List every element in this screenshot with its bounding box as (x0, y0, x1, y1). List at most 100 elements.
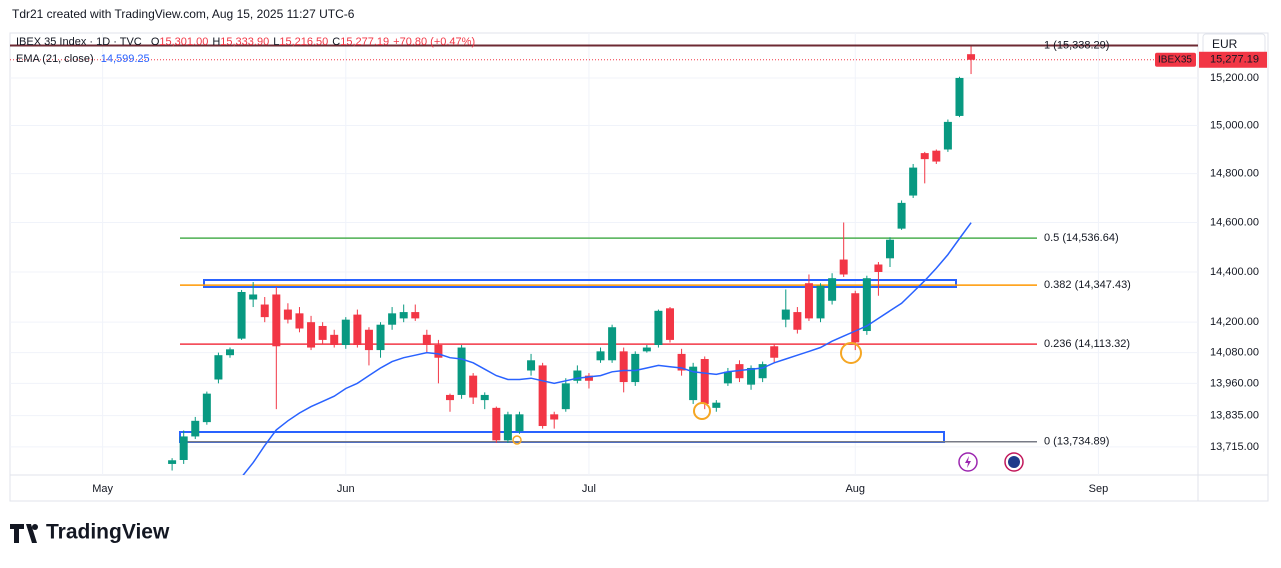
brand-logo (10, 524, 37, 543)
brand: TradingView (10, 521, 170, 544)
candle-body (793, 312, 802, 330)
candle-body (249, 294, 258, 300)
frame (9, 32, 1269, 502)
y-tick-label: 14,400.00 (1210, 266, 1259, 278)
fib-label: 1 (15,338.29) (1044, 39, 1109, 51)
legend-key: L (273, 36, 279, 48)
brand-name: TradingView (46, 521, 170, 544)
candle-body (804, 283, 813, 319)
candle-body (538, 365, 547, 427)
candle-body (886, 239, 894, 259)
legend-line: EMA (21, close) 14,599.25 (16, 53, 150, 65)
candle-body (446, 394, 454, 401)
fib-label: 0.382 (14,347.43) (1044, 279, 1131, 291)
candle-body (851, 293, 860, 343)
candle-body (561, 383, 570, 410)
price-tag-text: 15,277.19 (1210, 54, 1259, 66)
candle-body (226, 349, 234, 356)
range-box (179, 431, 945, 443)
plot (10, 44, 1198, 475)
candle-body (631, 353, 640, 383)
annotations (512, 342, 1024, 472)
candle-body (515, 414, 524, 432)
candle-body (666, 308, 674, 340)
candle-body (376, 324, 385, 351)
candle-body (307, 322, 316, 348)
candle-body (932, 150, 941, 162)
candle-body (272, 294, 281, 347)
candle-body (862, 278, 871, 332)
legend: IBEX 35 Index · 1D · TVC O15,301.00 H15,3… (16, 36, 475, 65)
fib-label: 0.236 (14,113.32) (1044, 338, 1130, 350)
candle-body (411, 312, 420, 319)
candle-body (828, 278, 837, 301)
candle-body (712, 402, 721, 408)
x-tick-label: Sep (1089, 483, 1109, 495)
candle-body (469, 375, 478, 398)
x-tick-label: May (92, 483, 113, 495)
candle-body (202, 393, 211, 423)
ema-line (242, 222, 972, 475)
legend-key: H (212, 36, 220, 48)
legend-line: IBEX 35 Index · 1D · TVC O15,301.00 H15,3… (16, 36, 475, 48)
candle-body (341, 319, 350, 345)
candle-body (967, 54, 976, 60)
candle-body (747, 367, 756, 385)
currency: EUR (1212, 37, 1238, 51)
candle-body (492, 407, 501, 441)
candle-body (388, 313, 397, 325)
price-tag (1199, 51, 1267, 68)
candle-body (179, 436, 188, 460)
candle-body (654, 310, 663, 345)
y-tick-label: 14,800.00 (1210, 168, 1259, 180)
candle-body (608, 327, 617, 361)
candle-body (677, 353, 686, 371)
x-tick-label: Jul (582, 483, 596, 495)
fib-label: 0.5 (14,536.64) (1044, 232, 1119, 244)
candle-body (920, 153, 929, 160)
candle-body (723, 371, 732, 384)
candle-body (480, 394, 489, 401)
symbol-tag-text: IBEX35 (1158, 54, 1192, 65)
candle-body (700, 359, 709, 404)
y-tick-label: 13,960.00 (1210, 377, 1259, 389)
candle-body (422, 334, 431, 345)
candle-body (260, 304, 269, 318)
candle-body (943, 121, 952, 150)
legend-key: C (332, 36, 340, 48)
legend-ema: EMA (21, close) (16, 53, 94, 65)
candle-body (758, 364, 767, 379)
y-tick-label: 14,080.00 (1210, 347, 1259, 359)
candle-body (527, 360, 536, 371)
grid (10, 33, 1198, 475)
candle-body (897, 202, 906, 229)
symbol-tag (1155, 52, 1196, 67)
candle-body (457, 347, 466, 395)
candle-body (781, 309, 790, 320)
candle-body (503, 414, 512, 441)
candle-body (237, 291, 246, 339)
candle-body (353, 314, 362, 345)
candle-body (434, 344, 443, 358)
legend-value: 15,277.19 (340, 36, 389, 48)
candle-body (283, 309, 292, 320)
brand-logo (32, 524, 38, 530)
fib-label: 0 (13,734.89) (1044, 436, 1109, 448)
candle-body (573, 370, 582, 381)
y-tick-label: 14,200.00 (1210, 316, 1259, 328)
legend-change: +70.80 (+0.47%) (393, 36, 475, 48)
legend-symbol: IBEX 35 Index · 1D · TVC (16, 36, 142, 48)
range-box (203, 279, 957, 288)
legend-value: 15,333.90 (220, 36, 269, 48)
marker-circle (512, 435, 522, 445)
candle-body (909, 167, 918, 196)
candle-body (874, 264, 883, 272)
candle-body (689, 366, 698, 401)
credit: Tdr21 created with TradingView.com, Aug … (12, 7, 355, 21)
candle-body (839, 259, 848, 275)
candle-body (364, 329, 373, 351)
candle-body (584, 375, 593, 381)
candle-body (550, 414, 559, 420)
candle-body (214, 355, 223, 380)
